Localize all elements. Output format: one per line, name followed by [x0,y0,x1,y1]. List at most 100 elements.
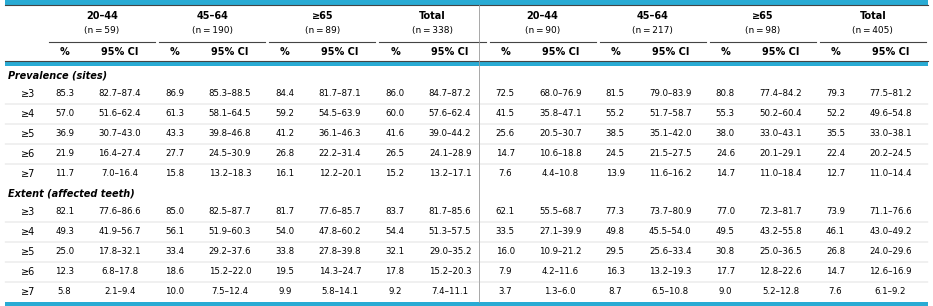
Text: 35.1–42.0: 35.1–42.0 [649,129,691,139]
Text: ≥4: ≥4 [21,109,35,119]
Text: (n = 190): (n = 190) [191,26,232,35]
Text: %: % [830,47,841,57]
Text: 13.2–17.1: 13.2–17.1 [429,170,471,178]
Text: 73.9: 73.9 [826,207,845,217]
Text: 13.9: 13.9 [606,170,625,178]
Text: 45–64: 45–64 [196,11,229,21]
Text: 55.3: 55.3 [716,110,735,118]
Text: 58.1–64.5: 58.1–64.5 [209,110,251,118]
Text: 26.5: 26.5 [385,150,405,159]
Text: 47.8–60.2: 47.8–60.2 [319,227,361,237]
Text: 49.3: 49.3 [55,227,75,237]
Text: %: % [60,47,70,57]
Text: 15.2–22.0: 15.2–22.0 [209,267,251,277]
Text: 68.0–76.9: 68.0–76.9 [539,89,581,99]
Text: 16.3: 16.3 [606,267,625,277]
Text: 7.4–11.1: 7.4–11.1 [432,288,468,297]
Text: 13.2–19.3: 13.2–19.3 [649,267,691,277]
Text: 50.2–60.4: 50.2–60.4 [759,110,801,118]
Text: 10.6–18.8: 10.6–18.8 [539,150,581,159]
Text: 14.3–24.7: 14.3–24.7 [319,267,361,277]
Text: 33.5: 33.5 [495,227,515,237]
Text: 85.3–88.5: 85.3–88.5 [209,89,251,99]
Text: 4.4–10.8: 4.4–10.8 [542,170,578,178]
Text: 33.8: 33.8 [275,248,295,256]
Text: 32.1: 32.1 [385,248,405,256]
Text: %: % [280,47,290,57]
Text: 14.7: 14.7 [716,170,735,178]
Text: %: % [170,47,180,57]
Text: 7.6: 7.6 [829,288,842,297]
Text: 26.8: 26.8 [275,150,295,159]
Text: Total: Total [419,11,446,21]
Text: 13.2–18.3: 13.2–18.3 [209,170,251,178]
Text: ≥5: ≥5 [21,129,35,139]
Text: 85.3: 85.3 [55,89,75,99]
Text: 77.6–85.7: 77.6–85.7 [319,207,361,217]
Text: ≥3: ≥3 [21,89,35,99]
Text: 54.0: 54.0 [275,227,295,237]
Text: 29.2–37.6: 29.2–37.6 [209,248,251,256]
Text: %: % [500,47,510,57]
Text: 35.8–47.1: 35.8–47.1 [539,110,581,118]
Text: 59.2: 59.2 [275,110,295,118]
Text: 84.4: 84.4 [275,89,295,99]
Bar [5,302,928,306]
Text: 22.4: 22.4 [826,150,845,159]
Text: 83.7: 83.7 [385,207,405,217]
Text: 49.5: 49.5 [716,227,735,237]
Text: (n = 98): (n = 98) [745,26,780,35]
Text: 81.7–85.6: 81.7–85.6 [429,207,471,217]
Text: 7.5–12.4: 7.5–12.4 [211,288,248,297]
Text: 12.2–20.1: 12.2–20.1 [319,170,361,178]
Text: (n = 217): (n = 217) [633,26,673,35]
Text: 29.0–35.2: 29.0–35.2 [429,248,471,256]
Text: 30.7–43.0: 30.7–43.0 [98,129,141,139]
Text: 12.3: 12.3 [55,267,75,277]
Text: 12.7: 12.7 [826,170,845,178]
Text: 36.9: 36.9 [55,129,75,139]
Text: 95% CI: 95% CI [211,47,248,57]
Text: 5.8–14.1: 5.8–14.1 [322,288,358,297]
Text: (n = 90): (n = 90) [525,26,560,35]
Text: Total: Total [859,11,886,21]
Text: 30.8: 30.8 [716,248,735,256]
Text: 43.2–55.8: 43.2–55.8 [759,227,801,237]
Text: 51.9–60.3: 51.9–60.3 [209,227,251,237]
Text: 41.5: 41.5 [495,110,515,118]
Text: 82.1: 82.1 [55,207,75,217]
Text: 54.4: 54.4 [385,227,405,237]
Text: 39.0–44.2: 39.0–44.2 [429,129,471,139]
Text: 25.6–33.4: 25.6–33.4 [649,248,691,256]
Text: 12.6–16.9: 12.6–16.9 [870,267,912,277]
Text: 51.7–58.7: 51.7–58.7 [649,110,691,118]
Text: 10.9–21.2: 10.9–21.2 [539,248,581,256]
Text: 81.5: 81.5 [606,89,625,99]
Text: 11.0–18.4: 11.0–18.4 [759,170,801,178]
Text: 16.1: 16.1 [275,170,295,178]
Text: 22.2–31.4: 22.2–31.4 [319,150,361,159]
Text: 85.0: 85.0 [165,207,185,217]
Text: 49.8: 49.8 [606,227,625,237]
Text: 6.1–9.2: 6.1–9.2 [875,288,906,297]
Text: 81.7–87.1: 81.7–87.1 [319,89,361,99]
Text: 24.1–28.9: 24.1–28.9 [429,150,471,159]
Text: (n = 89): (n = 89) [305,26,340,35]
Text: 81.7: 81.7 [275,207,295,217]
Text: 84.7–87.2: 84.7–87.2 [429,89,471,99]
Text: 24.0–29.6: 24.0–29.6 [870,248,912,256]
Text: 46.1: 46.1 [826,227,845,237]
Text: 9.0: 9.0 [718,288,732,297]
Text: 21.9: 21.9 [55,150,75,159]
Text: ≥3: ≥3 [21,207,35,217]
Text: 79.0–83.9: 79.0–83.9 [649,89,691,99]
Text: 49.6–54.8: 49.6–54.8 [870,110,912,118]
Text: 79.3: 79.3 [826,89,845,99]
Text: 45–64: 45–64 [636,11,669,21]
Text: 5.2–12.8: 5.2–12.8 [762,288,799,297]
Text: (n = 338): (n = 338) [412,26,453,35]
Text: 82.5–87.7: 82.5–87.7 [209,207,251,217]
Text: 36.1–46.3: 36.1–46.3 [319,129,361,139]
Text: 95% CI: 95% CI [101,47,138,57]
Text: 95% CI: 95% CI [541,47,578,57]
